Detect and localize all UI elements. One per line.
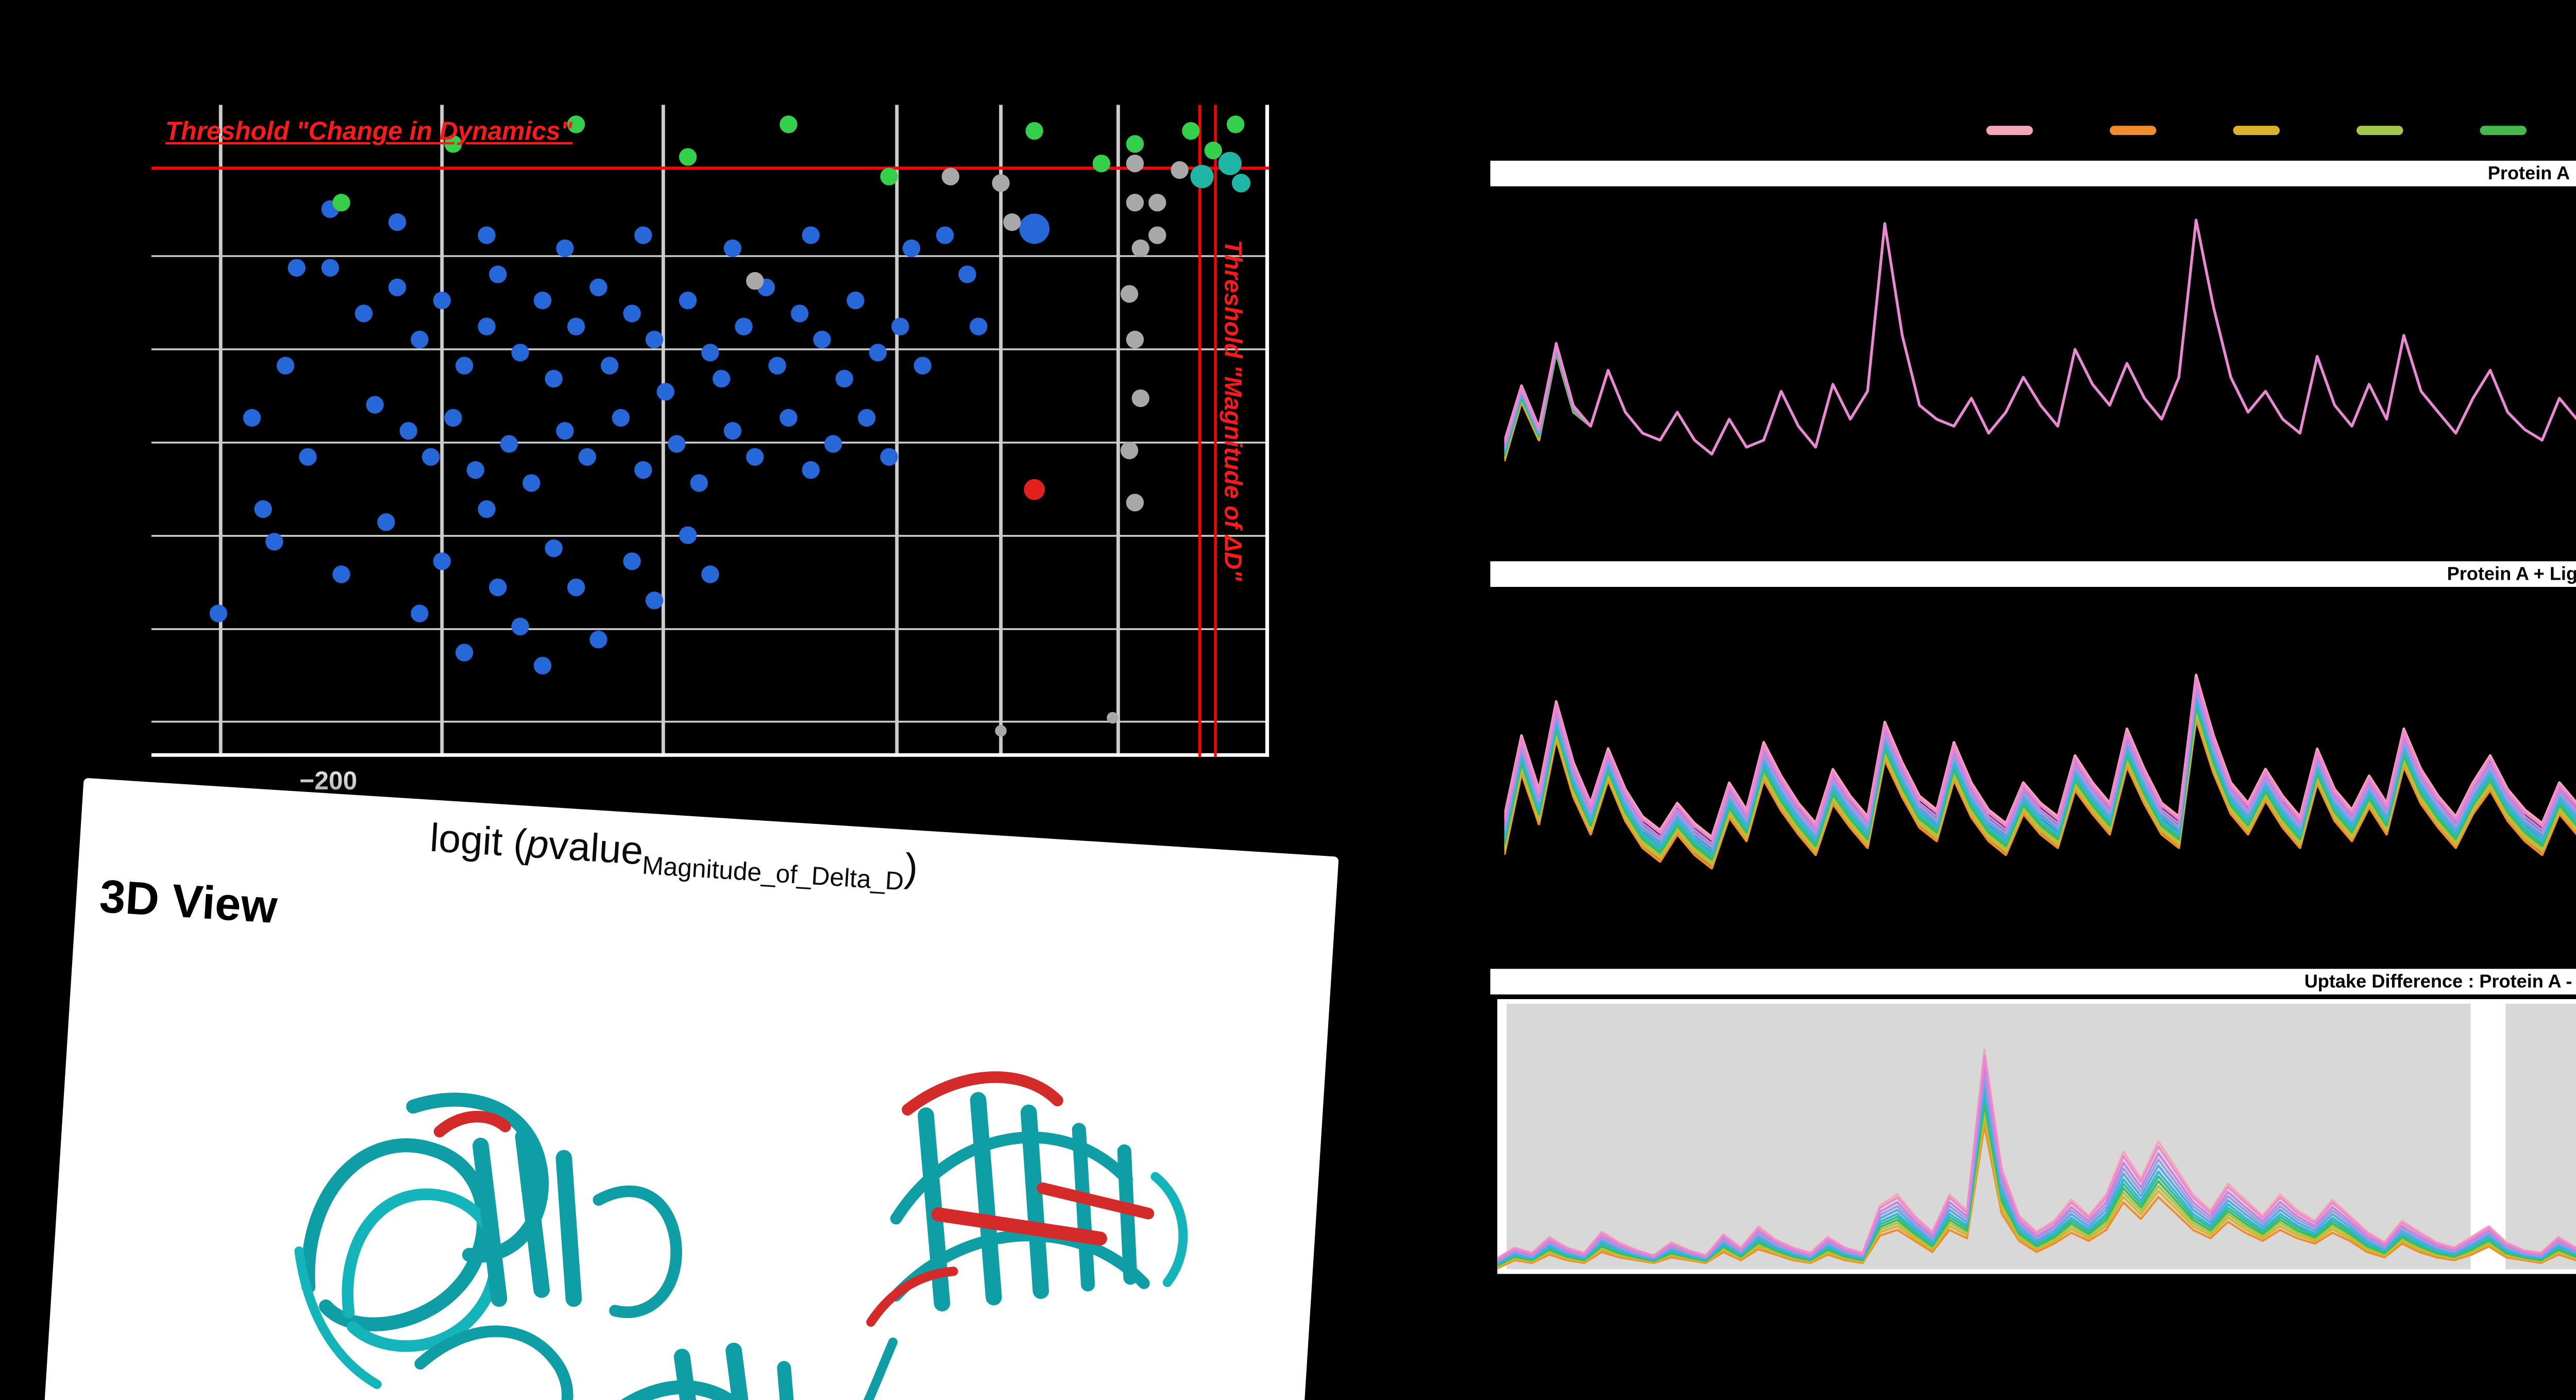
volcano-plot-panel: Threshold "Change in Dynamics" Threshold… — [151, 105, 1269, 797]
series-legend — [1986, 126, 2576, 134]
axis-label-prefix: logit ( — [428, 816, 528, 867]
panel-title-uptake-difference: Uptake Difference : Protein A - (Protein… — [1490, 969, 2576, 994]
legend-item[interactable] — [2109, 126, 2157, 134]
threshold-magnitude-annotation: Threshold "Magnitude of ΔD" — [1217, 240, 1246, 581]
3d-view-panel: logit (pvalueMagnitude_of_Delta_D) 3D Vi… — [38, 778, 1339, 1400]
uptake-difference-panel — [1497, 999, 2576, 1274]
panel-title-text: Protein A + Ligand — [2447, 563, 2576, 585]
axis-label-suffix: ) — [903, 846, 920, 891]
volcano-scatter-plot[interactable] — [151, 105, 1269, 757]
plot-background-segment — [2505, 1004, 2576, 1270]
panel-title-text: Protein A — [2487, 163, 2570, 184]
protein-3d-structure[interactable] — [62, 947, 1305, 1400]
panel-title-protein-a: Protein A — [1490, 160, 2576, 187]
legend-item[interactable] — [1986, 126, 2033, 134]
legend-item[interactable] — [2357, 126, 2403, 134]
panel-title-text: Uptake Difference : Protein A - (Protein… — [2304, 971, 2576, 992]
uptake-chart-protein-a-ligand[interactable] — [1504, 596, 2576, 936]
3d-view-title: 3D View — [98, 872, 279, 935]
panel-title-protein-a-ligand: Protein A + Ligand — [1490, 561, 2576, 587]
axis-label-subscript: Magnitude_of_Delta_D — [641, 852, 905, 897]
legend-item[interactable] — [2233, 126, 2280, 134]
axis-label-p: p — [525, 822, 550, 868]
axis-label-value: value — [547, 823, 645, 874]
uptake-difference-chart[interactable] — [1497, 999, 2576, 1274]
uptake-chart-protein-a[interactable] — [1504, 196, 2576, 545]
volcano-x-axis-label: logit (pvalueMagnitude_of_Delta_D) — [428, 816, 919, 898]
threshold-change-annotation: Threshold "Change in Dynamics" — [165, 119, 573, 147]
legend-item[interactable] — [2480, 126, 2527, 134]
